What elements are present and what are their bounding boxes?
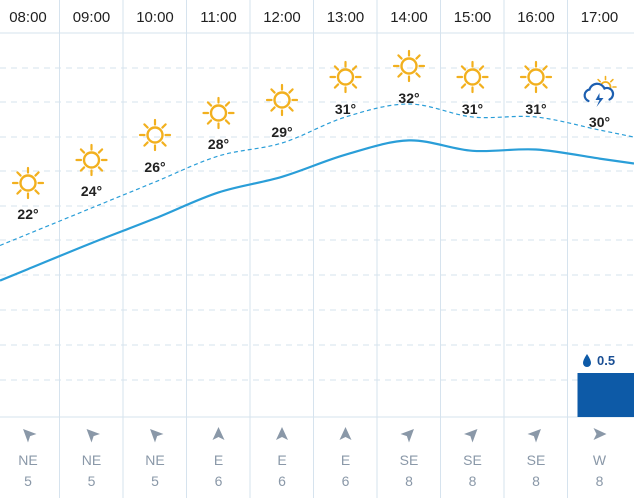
hour-label: 09:00	[73, 9, 111, 26]
sun-icon	[11, 166, 45, 200]
hour-header: 08:00 09:00 10:00 11:00 12:00 13:00 14:00 15:00…	[9, 9, 618, 26]
wind-direction-arrow-icon	[150, 429, 164, 443]
wind-direction-arrow-icon	[527, 429, 541, 443]
hour-label: 10:00	[136, 9, 174, 26]
hour-label: 11:00	[200, 9, 236, 26]
wind-direction-label: SE	[527, 452, 546, 468]
wind-speed-label: 8	[405, 473, 413, 489]
temperature-label: 29°	[271, 124, 292, 140]
wind-speed-label: 5	[88, 473, 96, 489]
wind-speed-label: 8	[532, 473, 540, 489]
wind-direction-arrow-icon	[400, 429, 414, 443]
raindrop-icon	[583, 354, 591, 367]
sun-icon	[202, 96, 235, 130]
hour-label: 14:00	[390, 9, 428, 26]
precipitation-amount: 0.5	[597, 353, 615, 368]
wind-direction-label: NE	[18, 452, 37, 468]
temperature-label: 32°	[398, 90, 419, 106]
wind-direction-arrow-icon	[86, 429, 100, 443]
wind-direction-label: E	[277, 452, 286, 468]
wind-direction-arrow-icon	[339, 427, 352, 440]
sun-icon	[519, 60, 553, 94]
wind-direction-arrow-icon	[464, 429, 478, 443]
wind-direction-arrow-icon	[593, 428, 607, 440]
wind-direction-arrow-icon	[23, 429, 37, 443]
wind-speed-label: 8	[596, 473, 604, 489]
wind-speed-label: 6	[278, 473, 286, 489]
thunderstorm-icon	[583, 75, 617, 107]
weather-icons	[11, 49, 617, 200]
sun-icon	[329, 60, 362, 94]
hour-label: 12:00	[263, 9, 301, 26]
wind-speed-label: 8	[469, 473, 477, 489]
wind-direction-label: SE	[463, 452, 482, 468]
temperature-label: 31°	[462, 101, 483, 117]
sun-icon	[265, 83, 299, 117]
temperature-labels: 22° 24° 26° 28° 29° 31° 32° 31° 31° 30°	[17, 90, 610, 222]
precipitation-bar	[577, 373, 634, 417]
wind-speed-label: 6	[342, 473, 350, 489]
hour-label: 13:00	[327, 9, 365, 26]
wind-row: NE 5 NE 5 NE 5 E 6 E 6 E 6 SE 8 SE 8 SE 8 W 8	[18, 427, 607, 489]
sun-icon	[75, 143, 108, 177]
temperature-lines	[0, 103, 634, 282]
sun-icon	[392, 49, 426, 83]
wind-direction-label: NE	[82, 452, 101, 468]
sun-icon	[138, 118, 172, 152]
temperature-label: 31°	[335, 101, 356, 117]
temperature-label: 31°	[525, 101, 546, 117]
wind-direction-label: W	[593, 452, 607, 468]
wind-speed-label: 6	[215, 473, 223, 489]
wind-direction-label: E	[214, 452, 223, 468]
wind-direction-label: E	[341, 452, 350, 468]
hour-label: 08:00	[9, 9, 47, 26]
wind-direction-arrow-icon	[276, 427, 288, 440]
hour-label: 16:00	[517, 9, 555, 26]
wind-direction-arrow-icon	[212, 427, 225, 440]
temperature-solid-line	[0, 139, 634, 282]
wind-direction-label: NE	[145, 452, 164, 468]
temperature-dashed-line	[0, 103, 634, 247]
temperature-label: 24°	[81, 183, 102, 199]
hour-label: 15:00	[454, 9, 492, 26]
wind-speed-label: 5	[151, 473, 159, 489]
wind-direction-label: SE	[400, 452, 419, 468]
sun-icon	[456, 60, 489, 94]
temperature-label: 28°	[208, 136, 229, 152]
precipitation-area: 0.5	[577, 353, 634, 417]
temperature-label: 30°	[589, 114, 610, 130]
temperature-label: 26°	[144, 159, 165, 175]
hour-label: 17:00	[581, 9, 619, 26]
wind-speed-label: 5	[24, 473, 32, 489]
temperature-label: 22°	[17, 206, 38, 222]
